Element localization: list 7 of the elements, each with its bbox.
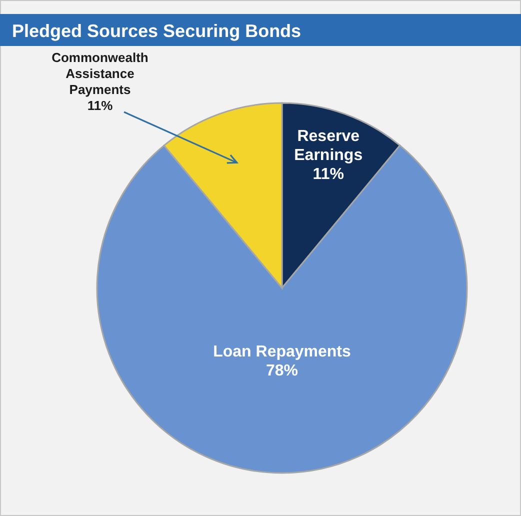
data-label: 11% [87,98,114,113]
data-label: 11% [312,166,344,184]
data-label: 78% [266,362,298,380]
slice-label: Commonwealth Assistance Payments [52,50,148,97]
slice-label: Reserve Earnings [294,128,363,164]
chart-title: Pledged Sources Securing Bonds [12,21,302,41]
slice-label: Loan Repayments [213,344,352,361]
